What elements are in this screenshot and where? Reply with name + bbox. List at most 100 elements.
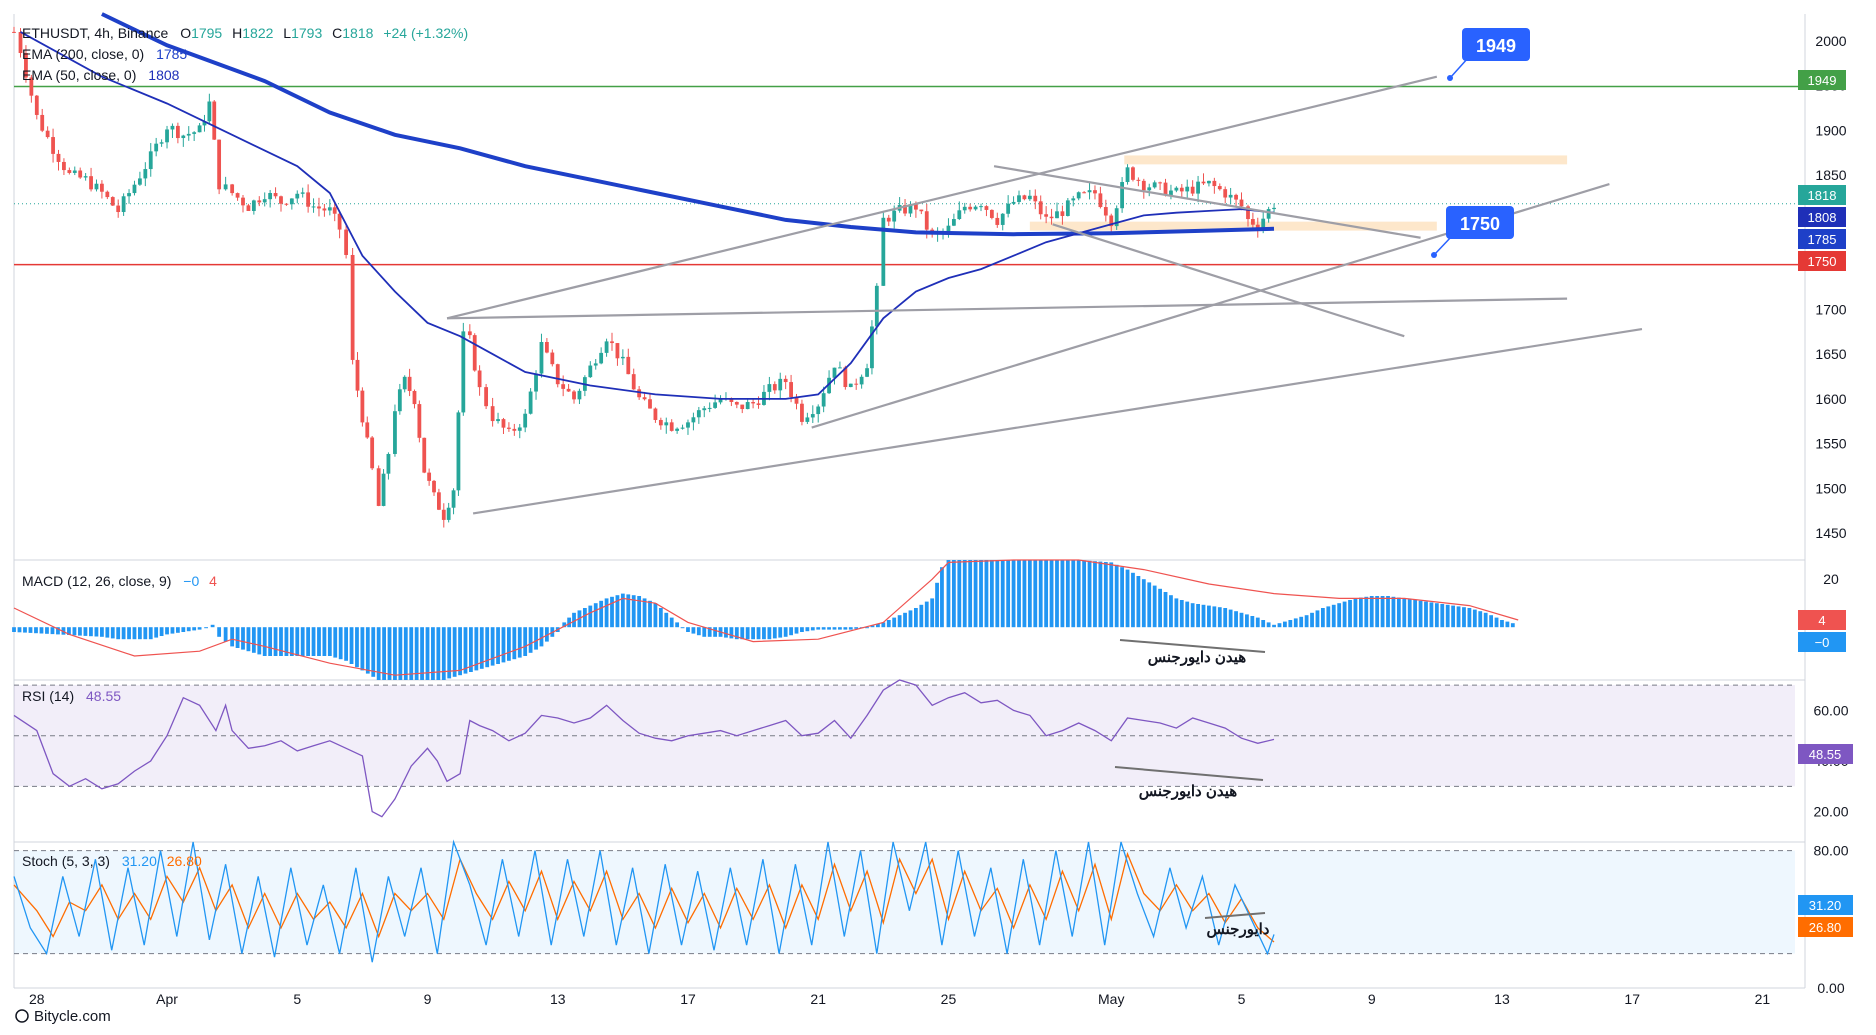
candle-body [892,210,897,222]
candle-body [653,408,658,420]
candle-body [751,402,755,404]
candle-body [202,121,207,126]
candle-body [550,352,555,365]
macd-histogram-bar [83,627,88,636]
callout-lower[interactable]: 1750 [1431,206,1514,258]
macd-histogram-bar [311,627,316,656]
macd-histogram-bar [691,627,696,634]
macd-histogram-bar [485,627,490,668]
macd-histogram-bar [1093,561,1097,628]
macd-histogram-bar [121,627,126,640]
candle-body [903,205,907,214]
candle-body [207,101,212,122]
macd-histogram-bar [382,627,386,680]
macd-histogram-bar [669,617,674,628]
candle-body [472,335,477,371]
macd-histogram-bar [344,627,349,661]
candle-body [105,191,110,198]
zones [1029,155,1568,231]
candle-body [778,378,783,391]
candle-body [12,31,16,33]
trendlines[interactable] [446,75,1643,515]
macd-histogram-bar [45,627,49,634]
macd-histogram-bar [620,593,625,628]
candle-body [593,363,598,366]
macd-histogram-bar [1402,598,1407,628]
candle-body [370,437,375,469]
candle-body [734,401,739,405]
macd-histogram-bar [1109,562,1114,628]
candle-body [534,373,538,392]
macd-histogram-bar [398,627,403,680]
candle-body [669,422,674,431]
candle-body [344,229,349,255]
macd-histogram-bar [403,627,408,680]
macd-histogram-bar [648,600,652,628]
ema50-label: EMA (50, close, 0) [22,67,136,83]
price-tick-label: 2000 [1815,33,1846,49]
macd-histogram-bar [105,627,110,638]
macd-histogram-bar [295,627,300,656]
badge-rsi: 48.55 [1809,747,1842,762]
macd-histogram-bar [631,595,636,628]
macd-histogram-bar [1125,569,1130,628]
macd-histogram-bar [300,627,305,656]
candle-body [1250,219,1255,225]
candle-body [501,419,506,428]
macd-histogram-bar [517,627,522,658]
candle-body [767,384,772,392]
candle-body [968,206,973,210]
candle-body [1136,179,1141,181]
macd-histogram-bar [984,560,989,628]
macd-histogram-bar [599,600,604,628]
macd-histogram-bar [930,598,935,628]
macd-histogram-bar [1223,608,1228,628]
macd-histogram-bar [1055,560,1059,628]
macd-histogram-bar [431,627,435,680]
rsi-divergence-label: هیدن دایورجنس [1139,783,1238,800]
supply-demand-zone [1029,221,1437,231]
callout-upper[interactable]: 1949 [1447,28,1530,81]
candle-body [110,197,115,206]
candle-body [718,398,723,403]
macd-histogram-bar [832,627,837,630]
candle-body [1120,182,1125,209]
macd-histogram-bar [1413,600,1418,628]
macd-histogram-bar [1353,598,1358,628]
macd-histogram-bar [615,595,620,628]
macd-histogram-bar [989,560,994,628]
macd-histogram-bar [854,627,859,629]
macd-histogram-bar [56,627,60,635]
candle-body [322,208,327,211]
axes: 2000195019001850180017501700165016001550… [29,33,1849,1007]
trendline [993,165,1421,239]
macd-histogram-bar [1500,620,1504,628]
candle-body [740,404,745,410]
macd-histogram-bar [1434,603,1439,628]
macd-histogram-bar [143,627,148,640]
candle-body [1201,181,1206,184]
macd-histogram-bar [903,612,907,628]
candle-body [1082,192,1087,194]
macd-histogram-bar [154,627,159,638]
candle-body [40,114,45,131]
candle-body [854,383,859,385]
candle-body [810,414,815,418]
candle-body [137,178,142,185]
candle-body [432,480,436,493]
macd-histogram-bar [1103,562,1108,628]
candle-body [1234,194,1238,200]
macd-histogram-bar [702,627,707,637]
candle-body [870,326,874,369]
macd-histogram-bar [333,627,338,658]
macd-histogram-bar [1348,600,1352,628]
macd-histogram-bar [1017,560,1021,628]
candle-body [1174,187,1179,191]
candle-body [327,207,332,211]
callout-lower-label: 1750 [1460,214,1500,234]
ohlc-close-key: C [332,25,342,41]
candle-body [246,205,251,211]
macd-histogram-bar [843,627,848,630]
candle-body [257,200,262,203]
